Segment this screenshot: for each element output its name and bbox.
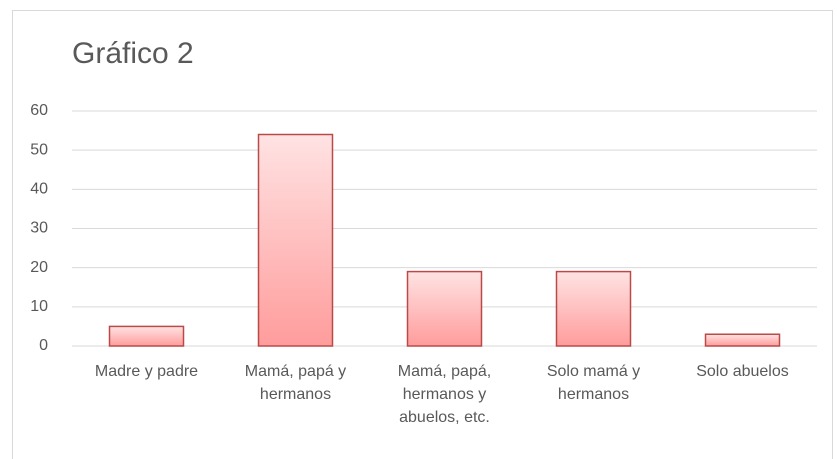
x-tick-label: Mamá, papá, hermanos y abuelos, etc.	[397, 363, 492, 426]
bar	[555, 270, 632, 347]
bar	[406, 270, 483, 347]
y-tick-label: 10	[30, 298, 48, 315]
chart-border	[12, 10, 833, 459]
y-tick-label: 60	[30, 102, 48, 119]
y-tick-label: 20	[30, 259, 48, 276]
x-tick-label: Solo abuelos	[696, 363, 789, 380]
chart-title: Gráfico 2	[72, 37, 194, 70]
x-tick-label: Mamá, papá y hermanos	[244, 363, 347, 403]
x-tick-label: Solo mamá y hermanos	[546, 363, 641, 403]
y-tick-label: 50	[30, 141, 48, 158]
y-tick-label: 0	[39, 337, 48, 354]
bar	[108, 325, 185, 347]
y-tick-label: 30	[30, 220, 48, 237]
x-tick-label: Madre y padre	[94, 363, 199, 380]
y-tick-label: 40	[30, 181, 48, 198]
bar	[704, 333, 781, 347]
bar	[257, 133, 334, 347]
